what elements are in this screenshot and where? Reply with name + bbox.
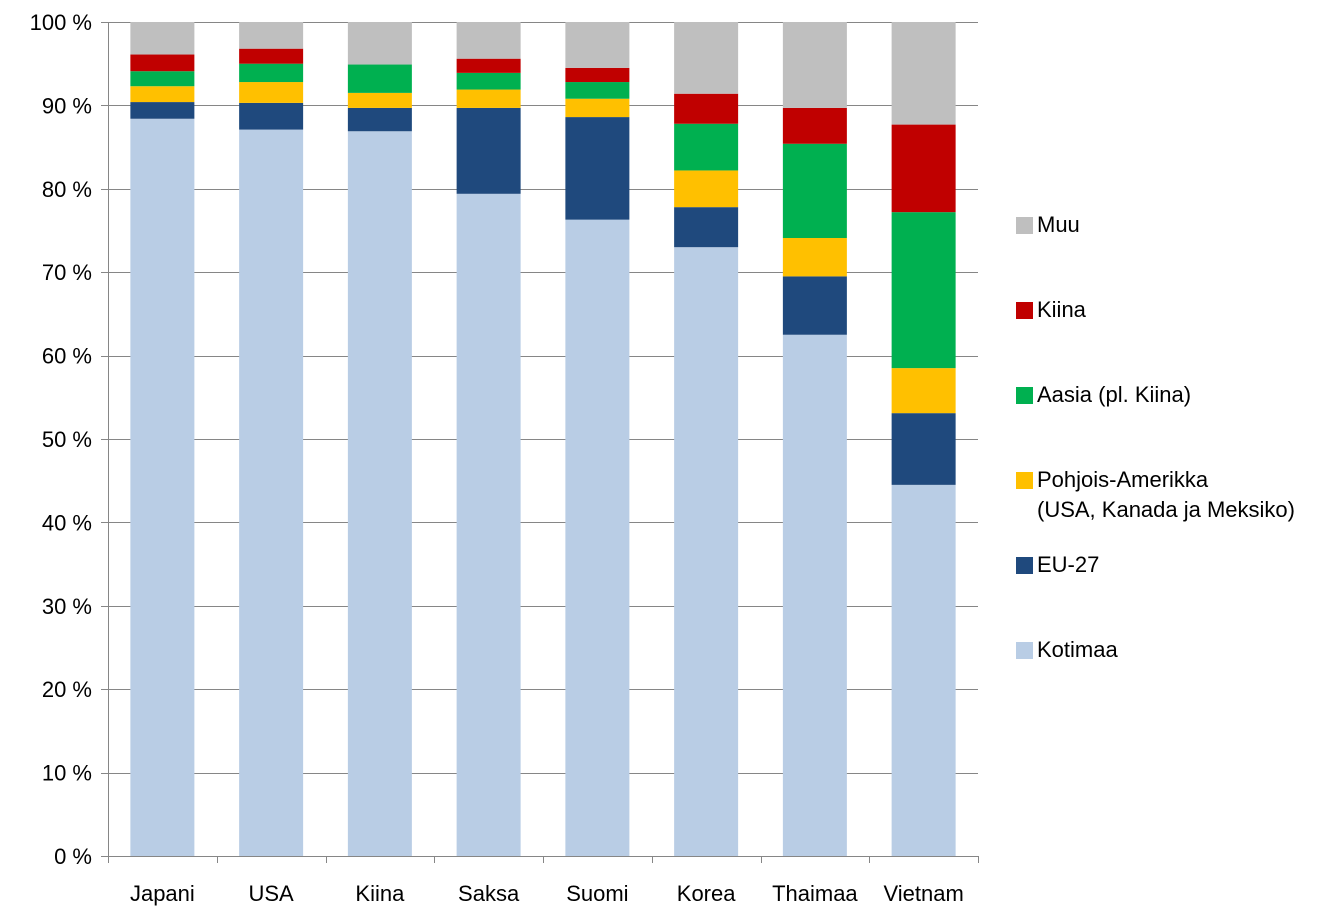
bar-segment	[456, 58, 521, 73]
legend-item: EU-27	[1016, 550, 1099, 580]
bar-segment	[130, 118, 195, 856]
bar-segment	[782, 334, 847, 856]
y-tick-label: 100 %	[30, 10, 92, 35]
bar-segment	[239, 129, 304, 856]
bar-segment	[891, 368, 956, 414]
bar-segment	[130, 22, 195, 55]
legend-item: Pohjois-Amerikka (USA, Kanada ja Meksiko…	[1016, 465, 1295, 525]
legend-label: Aasia (pl. Kiina)	[1037, 382, 1192, 407]
y-tick-label: 30 %	[42, 594, 92, 619]
bar-segment	[239, 22, 304, 49]
bar-segment	[782, 22, 847, 108]
x-tick-label: Japani	[130, 881, 195, 906]
y-tick-label: 50 %	[42, 427, 92, 452]
bar-segment	[347, 22, 412, 65]
bars	[130, 22, 956, 856]
bar-segment	[674, 170, 739, 208]
bar-segment	[674, 247, 739, 856]
x-tick-label: Kiina	[355, 881, 405, 906]
bar-segment	[130, 54, 195, 72]
bar-segment	[456, 22, 521, 59]
legend-label: Muu	[1037, 212, 1080, 237]
bar-segment	[130, 86, 195, 103]
legend-label: EU-27	[1037, 552, 1100, 577]
bar-segment	[347, 107, 412, 132]
x-tick-label: Saksa	[458, 881, 520, 906]
bar-segment	[891, 212, 956, 369]
y-tick-label: 90 %	[42, 93, 92, 118]
y-tick-label: 80 %	[42, 177, 92, 202]
bar-segment	[565, 117, 630, 220]
bar-segment	[239, 102, 304, 130]
x-tick-label: Thaimaa	[772, 881, 858, 906]
bar-segment	[130, 102, 195, 119]
legend-item: Kiina	[1016, 295, 1086, 325]
x-tick-label: Korea	[677, 881, 736, 906]
bar-segment	[891, 124, 956, 213]
legend-label: Kiina	[1037, 297, 1086, 322]
bar-segment	[347, 131, 412, 856]
y-tick-label: 20 %	[42, 677, 92, 702]
bar-segment	[239, 82, 304, 103]
bar-segment	[565, 98, 630, 118]
bar-segment	[130, 71, 195, 87]
bar-segment	[456, 107, 521, 194]
bar-segment	[347, 92, 412, 108]
legend-swatch	[1016, 387, 1033, 404]
bar-segment	[782, 107, 847, 144]
bar-segment	[565, 219, 630, 856]
bar-segment	[891, 22, 956, 125]
bar-segment	[674, 207, 739, 248]
bar-segment	[456, 89, 521, 108]
bar-segment	[565, 67, 630, 83]
x-tick-label: Suomi	[566, 881, 628, 906]
y-tick-label: 0 %	[54, 844, 92, 869]
bar-segment	[782, 143, 847, 239]
legend-swatch	[1016, 217, 1033, 234]
y-tick-label: 60 %	[42, 344, 92, 369]
bar-segment	[782, 238, 847, 277]
y-tick-label: 10 %	[42, 761, 92, 786]
bar-segment	[782, 276, 847, 335]
bar-segment	[456, 72, 521, 90]
bar-segment	[674, 93, 739, 124]
y-tick-label: 70 %	[42, 260, 92, 285]
bar-segment	[674, 123, 739, 171]
legend-label: Pohjois-Amerikka (USA, Kanada ja Meksiko…	[1037, 467, 1295, 522]
bar-segment	[347, 64, 412, 93]
bar-segment	[239, 48, 304, 64]
bar-segment	[674, 22, 739, 94]
legend-swatch	[1016, 557, 1033, 574]
axes	[101, 22, 979, 863]
bar-segment	[239, 63, 304, 83]
gridlines	[108, 22, 978, 774]
y-tick-label: 40 %	[42, 510, 92, 535]
bar-segment	[891, 484, 956, 856]
legend-item: Muu	[1016, 210, 1080, 240]
legend-item: Aasia (pl. Kiina)	[1016, 380, 1191, 410]
tick-labels: 0 % 10 % 20 % 30 % 40 % 50 % 60 % 70 % 80 % 90 % 1…	[30, 10, 964, 906]
bar-segment	[565, 22, 630, 68]
legend-label: Kotimaa	[1037, 637, 1118, 662]
bar-segment	[456, 193, 521, 856]
legend-swatch	[1016, 472, 1033, 489]
legend-swatch	[1016, 302, 1033, 319]
x-tick-label: USA	[249, 881, 295, 906]
x-tick-label: Vietnam	[883, 881, 963, 906]
legend-item: Kotimaa	[1016, 635, 1118, 665]
bar-segment	[565, 82, 630, 99]
legend-swatch	[1016, 642, 1033, 659]
bar-segment	[891, 413, 956, 485]
